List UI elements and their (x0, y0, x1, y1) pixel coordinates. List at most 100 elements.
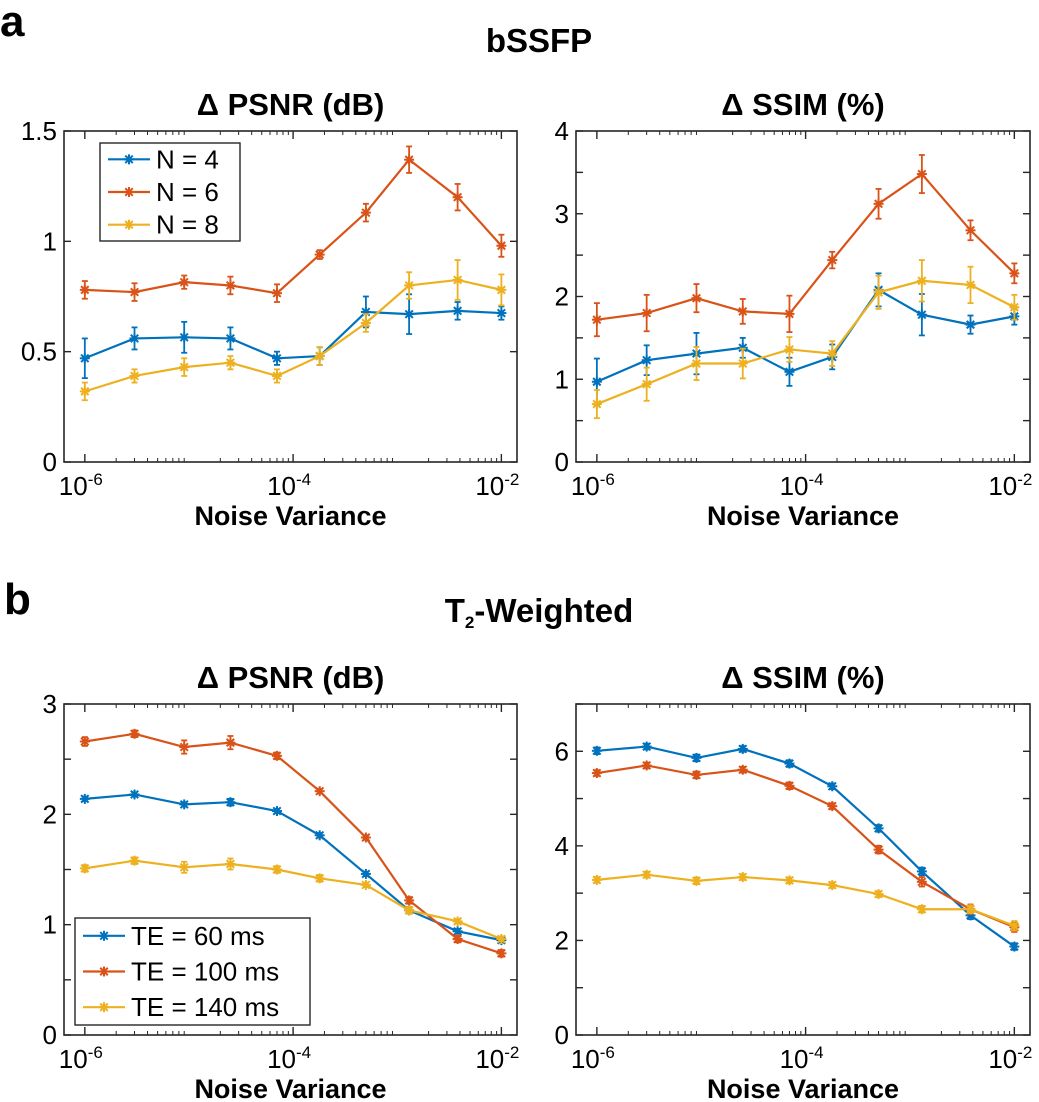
legend-entry-2: N = 6 (108, 177, 219, 207)
data-point (452, 305, 463, 316)
data-point (827, 255, 838, 266)
x-tick-label: 10-2 (475, 1043, 519, 1074)
data-point (1009, 268, 1020, 279)
data-point (496, 934, 507, 945)
data-point (129, 789, 140, 800)
data-point (591, 874, 602, 885)
series-line (596, 873, 1015, 927)
data-point (691, 358, 702, 369)
series-line (84, 859, 502, 941)
x-tick-label: 10-6 (571, 470, 615, 501)
legend-label: TE = 140 ms (131, 992, 279, 1022)
legend-entry-3: TE = 140 ms (83, 992, 279, 1022)
data-point (873, 889, 884, 900)
data-point (591, 745, 602, 756)
series-1 (79, 293, 507, 380)
data-point (314, 873, 325, 884)
data-point (360, 832, 371, 843)
chart-b_ssim: Δ SSIM (%) 0 2 4 6 10-6 10-4 10-2 Noise Variance (555, 660, 1033, 1102)
data-point (1009, 941, 1020, 952)
data-point (784, 344, 795, 355)
data-point (314, 786, 325, 797)
x-tick-label: 10-6 (571, 1043, 615, 1074)
data-point (827, 801, 838, 812)
panel-b-title-main: T (444, 592, 465, 629)
data-point (79, 793, 90, 804)
data-point (1009, 302, 1020, 313)
x-tick-label: 10-4 (267, 1043, 311, 1074)
x-tick-label: 10-2 (988, 470, 1032, 501)
series-2 (79, 145, 507, 303)
series-line (84, 158, 503, 295)
data-point (225, 797, 236, 808)
y-tick-label: 1 (555, 364, 569, 394)
data-point (737, 764, 748, 775)
data-point (225, 737, 236, 748)
data-point (314, 830, 325, 841)
x-axis-label: Noise Variance (707, 501, 899, 531)
y-tick-label: 0 (555, 447, 569, 477)
legend-label: TE = 60 ms (131, 921, 265, 951)
data-point (452, 934, 463, 945)
data-point (916, 309, 927, 320)
x-tick-label: 10-2 (475, 470, 519, 501)
data-point (452, 916, 463, 927)
data-point (784, 780, 795, 791)
legend: TE = 60 ms TE = 100 ms TE = 140 ms (74, 917, 311, 1026)
data-point (1009, 920, 1020, 931)
legend-entry-1: TE = 60 ms (83, 921, 265, 951)
data-point (916, 169, 927, 180)
data-point (452, 274, 463, 285)
data-point (496, 284, 507, 295)
chart-title: Δ PSNR (dB) (197, 87, 385, 122)
series-1 (591, 741, 1020, 952)
legend-entry-2: TE = 100 ms (83, 957, 279, 987)
series-3 (591, 869, 1020, 932)
y-tick-label: 4 (555, 116, 569, 146)
chart-title: Δ SSIM (%) (721, 87, 885, 122)
y-tick-label: 1 (43, 910, 57, 940)
series-2 (591, 154, 1020, 338)
data-point (404, 154, 415, 165)
chart-a_psnr: Δ PSNR (dB) 0 0.5 1 1.5 10-6 10-4 10-2 Noise Var… (21, 87, 520, 531)
data-point (691, 875, 702, 886)
data-point (271, 370, 282, 381)
data-point (916, 876, 927, 887)
data-point (873, 823, 884, 834)
data-point (873, 198, 884, 209)
legend-marker (99, 930, 109, 941)
data-point (225, 858, 236, 869)
data-point (129, 287, 140, 298)
series-3 (79, 855, 507, 945)
data-point (691, 769, 702, 780)
series-2 (79, 728, 507, 959)
data-point (271, 288, 282, 299)
data-point (79, 736, 90, 747)
data-point (179, 362, 190, 373)
series-line (84, 309, 502, 360)
data-point (179, 332, 190, 343)
data-point (591, 768, 602, 779)
y-tick-label: 0.5 (21, 337, 57, 367)
data-point (496, 308, 507, 319)
legend-marker (99, 966, 109, 977)
data-point (784, 366, 795, 377)
axes-box (63, 130, 518, 463)
axes-box (575, 703, 1031, 1036)
y-tick-label: 2 (43, 799, 57, 829)
series-line (596, 745, 1015, 948)
data-point (271, 353, 282, 364)
legend-marker (99, 1002, 109, 1013)
data-point (129, 370, 140, 381)
data-point (129, 855, 140, 866)
y-tick-label: 4 (555, 831, 569, 861)
x-tick-label: 10-4 (780, 1043, 824, 1074)
y-tick-label: 2 (555, 925, 569, 955)
data-point (360, 879, 371, 890)
series-3 (591, 259, 1020, 420)
series-line (596, 172, 1016, 321)
chart-a_ssim: Δ SSIM (%) 0 1 2 3 4 10-6 10-4 10-2 Noise Varianc… (555, 87, 1033, 531)
y-tick-label: 3 (555, 199, 569, 229)
data-point (965, 279, 976, 290)
x-axis-label: Noise Variance (194, 501, 386, 531)
